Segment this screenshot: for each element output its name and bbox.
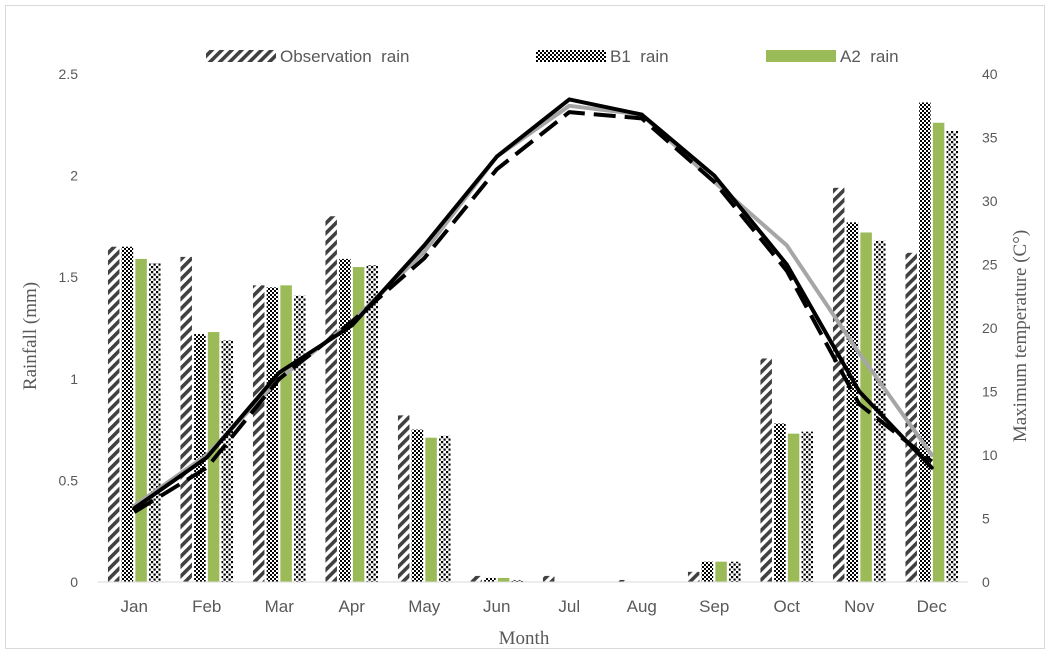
bar-s3-oct — [787, 433, 800, 582]
bar-s2-may — [411, 429, 424, 582]
bar-s1-aug — [615, 579, 627, 582]
temperature-line-3 — [133, 110, 934, 514]
bar-s2-apr — [339, 258, 351, 582]
x-tick-label: May — [408, 597, 441, 616]
bar-s4-sep — [729, 561, 741, 582]
temperature-line-1 — [132, 103, 934, 508]
bar-s1-jan — [107, 246, 120, 582]
bar-s3-mar — [280, 285, 292, 582]
bar-s2-jun — [484, 577, 496, 582]
y2-tick-label: 5 — [982, 511, 990, 527]
y2-tick-label: 15 — [982, 384, 998, 400]
bar-s2-nov — [846, 222, 859, 582]
bar-s1-apr — [325, 216, 337, 583]
x-tick-label: Dec — [917, 597, 948, 616]
bar-s1-feb — [180, 256, 192, 582]
y-tick-label: 1.5 — [59, 269, 79, 285]
y-tick-label: 1 — [70, 371, 78, 387]
y2-tick-label: 10 — [982, 447, 998, 463]
bar-s4-mar — [294, 295, 306, 582]
bar-s1-nov — [832, 187, 845, 583]
bar-s1-sep — [687, 571, 700, 582]
y2-tick-label: 20 — [982, 320, 998, 336]
legend: Observation rain B1 rain A2 rain — [206, 47, 899, 66]
combo-chart: 0 0.5 1 1.5 2 2.5 0 5 10 15 20 25 30 35 40 Jan Feb Mar Apr… — [20, 47, 1031, 649]
bar-s3-dec — [932, 122, 945, 582]
y-axis-title: Rainfall (mm) — [20, 282, 41, 390]
x-tick-label: Oct — [774, 597, 801, 616]
bar-s4-may — [439, 435, 451, 582]
bar-s2-sep — [701, 561, 714, 582]
y2-tick-label: 25 — [982, 257, 998, 273]
x-axis-title: Month — [499, 628, 550, 649]
legend-swatch — [766, 50, 836, 62]
y2-tick-label: 40 — [982, 66, 998, 82]
y-tick-label: 2.5 — [59, 66, 79, 82]
temperature-line-2 — [132, 97, 934, 511]
bar-s2-dec — [919, 102, 931, 582]
bar-s4-apr — [366, 265, 379, 582]
x-tick-label: Nov — [844, 597, 875, 616]
bar-s4-dec — [946, 130, 959, 582]
y2-tick-label: 0 — [982, 574, 990, 590]
bar-s1-may — [397, 415, 410, 582]
bar-s4-jan — [149, 262, 161, 582]
chart-frame: 0 0.5 1 1.5 2 2.5 0 5 10 15 20 25 30 35 40 Jan Feb Mar Apr… — [5, 5, 1045, 649]
y-tick-label: 0 — [70, 574, 78, 590]
bar-s3-jun — [497, 577, 510, 582]
bar-s2-mar — [266, 287, 279, 582]
x-tick-label: Jan — [121, 597, 148, 616]
lines-layer — [132, 97, 934, 514]
x-tick-label: Feb — [192, 597, 221, 616]
y2-tick-label: 30 — [982, 193, 998, 209]
x-tick-label: Jul — [558, 597, 580, 616]
bar-s4-feb — [221, 340, 234, 582]
x-tick-label: Aug — [627, 597, 657, 616]
x-tick-label: Jun — [483, 597, 510, 616]
bar-s3-jan — [135, 258, 147, 582]
bar-s2-oct — [774, 423, 786, 582]
bar-s1-mar — [252, 285, 265, 582]
y2-axis-title: Maximum temperature (C°) — [1010, 230, 1031, 442]
axes-layer: 0 0.5 1 1.5 2 2.5 0 5 10 15 20 25 30 35 40 Jan Feb Mar Apr… — [59, 66, 998, 616]
legend-label: Observation rain — [280, 47, 409, 66]
bar-s1-jul — [542, 575, 555, 582]
bar-s1-dec — [905, 252, 917, 583]
bar-s1-jun — [470, 575, 482, 582]
bar-s3-may — [425, 437, 437, 582]
legend-swatch — [536, 50, 606, 62]
bar-s3-apr — [352, 267, 365, 582]
x-tick-label: Apr — [339, 597, 366, 616]
y2-tick-label: 35 — [982, 130, 998, 146]
bar-s4-oct — [801, 431, 814, 582]
bar-s3-sep — [715, 561, 727, 582]
legend-label: A2 rain — [840, 47, 899, 66]
bar-s1-oct — [760, 358, 772, 582]
y-tick-label: 2 — [70, 168, 78, 184]
legend-swatch — [206, 50, 276, 62]
x-tick-label: Mar — [265, 597, 295, 616]
bar-s4-jun — [511, 579, 524, 582]
legend-label: B1 rain — [610, 47, 669, 66]
x-tick-label: Sep — [699, 597, 729, 616]
bar-s2-jan — [121, 246, 134, 582]
y-tick-label: 0.5 — [59, 472, 79, 488]
